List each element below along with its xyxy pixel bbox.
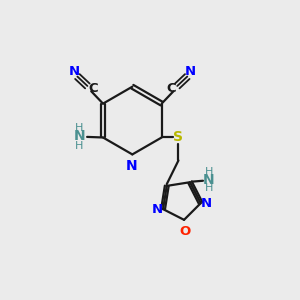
Text: N: N	[203, 173, 215, 187]
Text: N: N	[152, 203, 163, 216]
Text: N: N	[200, 197, 211, 210]
Text: N: N	[74, 129, 85, 143]
Text: H: H	[75, 141, 84, 151]
Text: N: N	[126, 159, 138, 173]
Text: N: N	[185, 65, 196, 78]
Text: C: C	[166, 82, 176, 95]
Text: N: N	[68, 65, 80, 78]
Text: S: S	[173, 130, 183, 144]
Text: O: O	[179, 225, 190, 238]
Text: C: C	[89, 82, 98, 95]
Text: H: H	[205, 183, 213, 193]
Text: H: H	[75, 123, 84, 133]
Text: H: H	[205, 167, 213, 178]
